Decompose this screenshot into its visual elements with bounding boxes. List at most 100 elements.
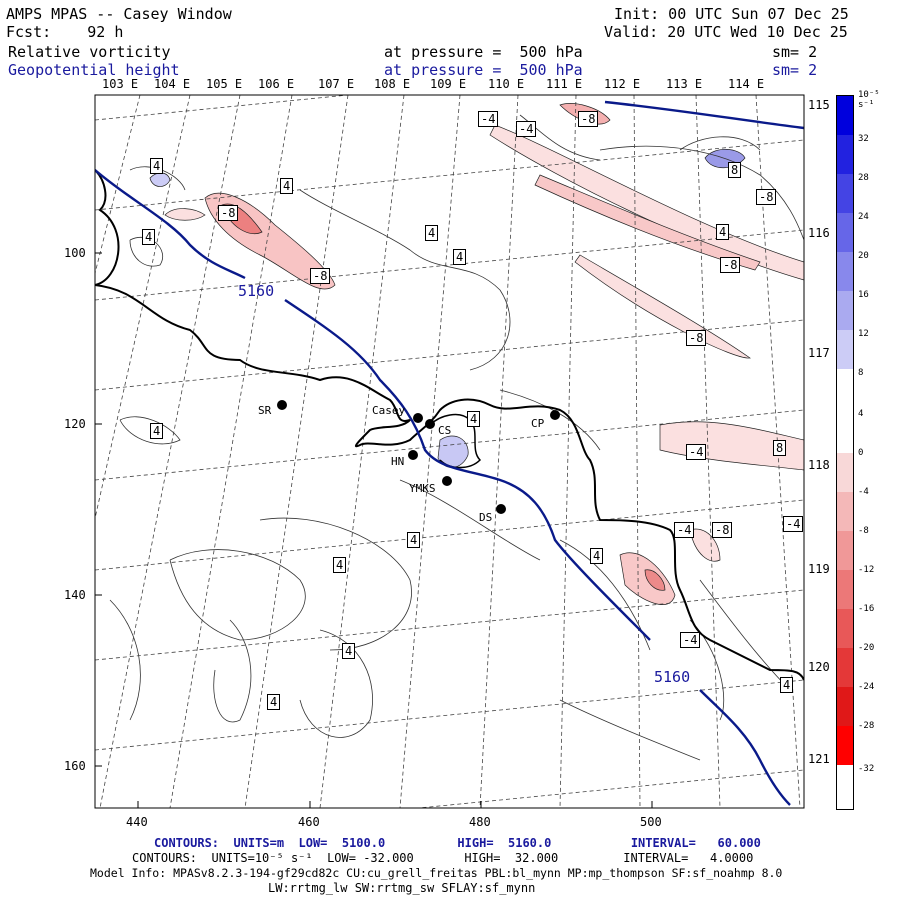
lon-label: 114 E [728, 77, 765, 91]
colorbar-tick: 32 [858, 134, 869, 144]
station-label-ds: DS [479, 511, 493, 524]
lon-label: 104 E [154, 77, 191, 91]
coastline [95, 169, 804, 681]
contour-label: 8 [728, 162, 742, 178]
colorbar-tick: 12 [858, 329, 869, 339]
y-tick: 140 [64, 588, 86, 602]
contour-label: -4 [516, 121, 537, 137]
colorbar-tick: 20 [858, 251, 869, 261]
contour-label: 4 [150, 423, 164, 439]
station-label-hn: HN [391, 455, 405, 468]
forecast-hour: Fcst: 92 h [6, 23, 124, 41]
lat-label: 117 E [808, 346, 845, 360]
lon-label: 113 E [666, 77, 703, 91]
contour-label: 4 [280, 178, 294, 194]
colorbar-tick: -8 [858, 526, 869, 536]
vorticity-contour-info: CONTOURS: UNITS=10⁻⁵ s⁻¹ LOW= -32.000 HI… [132, 851, 754, 865]
x-tick: 500 [640, 815, 662, 829]
contour-label: 4 [267, 694, 281, 710]
colorbar-tick: 0 [858, 448, 864, 458]
model-info-2: LW:rrtmg_lw SW:rrtmg_sw SFLAY:sf_mynn [268, 881, 536, 895]
lat-label: 119 E [808, 562, 845, 576]
field1-smoothing: sm= 2 [772, 43, 818, 61]
contour-label: 4 [150, 158, 164, 174]
contour-label: 4 [342, 643, 356, 659]
lon-label: 112 E [604, 77, 641, 91]
lon-label: 103 E [102, 77, 139, 91]
height-label: 5160 [654, 668, 691, 686]
contour-label: -8 [686, 330, 707, 346]
station-label-casey: Casey [372, 404, 406, 417]
contour-label: -8 [712, 522, 733, 538]
contour-label: -8 [756, 189, 777, 205]
contour-label: -4 [680, 632, 701, 648]
height-label: 5160 [238, 282, 275, 300]
station-label-sr: SR [258, 404, 272, 417]
contour-label: -8 [720, 257, 741, 273]
contour-label: 4 [590, 548, 604, 564]
lon-label: 108 E [374, 77, 411, 91]
contour-label: -4 [674, 522, 695, 538]
colorbar-tick: -4 [858, 487, 869, 497]
colorbar-tick: 24 [858, 212, 869, 222]
y-tick: 160 [64, 759, 86, 773]
contour-label: 4 [333, 557, 347, 573]
valid-time: Valid: 20 UTC Wed 10 Dec 25 [604, 23, 848, 41]
station-label-cs: CS [438, 424, 452, 437]
contour-label: -8 [310, 268, 331, 284]
colorbar-tick: -28 [858, 721, 875, 731]
height-contour [699, 689, 791, 806]
lat-label: 115 E [808, 98, 845, 112]
lat-label: 121 E [808, 752, 845, 766]
colorbar-tick: 8 [858, 368, 864, 378]
contour-label: 4 [142, 229, 156, 245]
lon-label: 111 E [546, 77, 583, 91]
station-label-ymks: YMKS [409, 482, 436, 495]
lat-label: 118 E [808, 458, 845, 472]
contour-label: 4 [716, 224, 730, 240]
y-tick: 120 [64, 417, 86, 431]
y-tick: 100 [64, 246, 86, 260]
model-info: Model Info: MPASv8.2.3-194-gf29cd82c CU:… [90, 866, 783, 880]
contour-label: -4 [783, 516, 804, 532]
lon-label: 110 E [488, 77, 525, 91]
colorbar-tick: -24 [858, 682, 875, 692]
init-time: Init: 00 UTC Sun 07 Dec 25 [614, 5, 849, 23]
lon-label: 107 E [318, 77, 355, 91]
x-tick: 440 [126, 815, 148, 829]
height-contour [95, 169, 246, 280]
field1-level: at pressure = 500 hPa [384, 43, 583, 61]
height-contour [284, 299, 651, 641]
colorbar-tick: -12 [858, 565, 875, 575]
axis-ticks [95, 252, 653, 808]
lon-label: 106 E [258, 77, 295, 91]
contour-label: 4 [453, 249, 467, 265]
lon-label: 109 E [430, 77, 467, 91]
contour-label: -4 [478, 111, 499, 127]
contour-label: 4 [425, 225, 439, 241]
colorbar-unit: 10⁻⁵ s⁻¹ [858, 90, 880, 110]
lat-label: 120 E [808, 660, 845, 674]
colorbar-tick: -20 [858, 643, 875, 653]
colorbar-tick: -32 [858, 764, 875, 774]
field2-smoothing: sm= 2 [772, 61, 818, 79]
colorbar-tick: -16 [858, 604, 875, 614]
colorbar [836, 95, 854, 810]
contour-label: -4 [686, 444, 707, 460]
lon-label: 105 E [206, 77, 243, 91]
height-contour-info: CONTOURS: UNITS=m LOW= 5100.0 HIGH= 5160… [154, 836, 761, 850]
colorbar-tick: 28 [858, 173, 869, 183]
station-label-cp: CP [531, 417, 545, 430]
contour-label: 4 [407, 532, 421, 548]
coastline-inner [429, 413, 482, 469]
contour-label: -8 [218, 205, 239, 221]
contour-label: -8 [578, 111, 599, 127]
lat-label: 116 E [808, 226, 845, 240]
station-markers [277, 400, 560, 514]
height-contour [604, 100, 804, 130]
contour-label: 4 [780, 677, 794, 693]
x-tick: 460 [298, 815, 320, 829]
x-tick: 480 [469, 815, 491, 829]
field2-name: Geopotential height [8, 61, 180, 79]
